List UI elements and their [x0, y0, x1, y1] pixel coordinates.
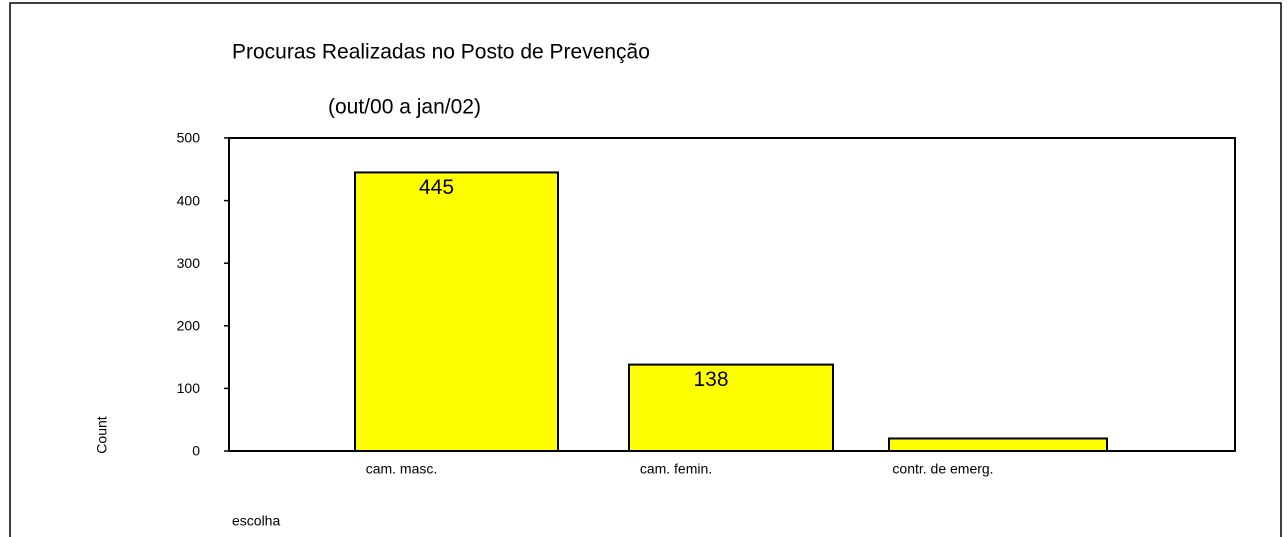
x-tick-label: contr. de emerg.: [892, 461, 993, 477]
x-axis-label: escolha: [232, 513, 280, 529]
y-tick-label: 200: [177, 318, 201, 334]
data-label: 138: [693, 368, 728, 391]
chart-subtitle: (out/00 a jan/02): [328, 96, 481, 119]
x-tick-label: cam. femin.: [640, 461, 712, 477]
data-label: 445: [419, 176, 454, 199]
y-tick-label: 500: [177, 130, 201, 146]
outer-border: [9, 2, 1282, 537]
y-tick-label: 300: [177, 255, 201, 271]
y-tick-label: 400: [177, 192, 201, 208]
y-tick-label: 100: [177, 380, 201, 396]
y-axis-label: Count: [94, 416, 110, 453]
y-tick-label: 0: [192, 443, 200, 459]
bar: [628, 363, 834, 452]
bar: [354, 171, 559, 452]
chart-title: Procuras Realizadas no Posto de Prevençã…: [232, 41, 650, 64]
x-tick-label: cam. masc.: [366, 461, 438, 477]
bar: [888, 437, 1108, 453]
